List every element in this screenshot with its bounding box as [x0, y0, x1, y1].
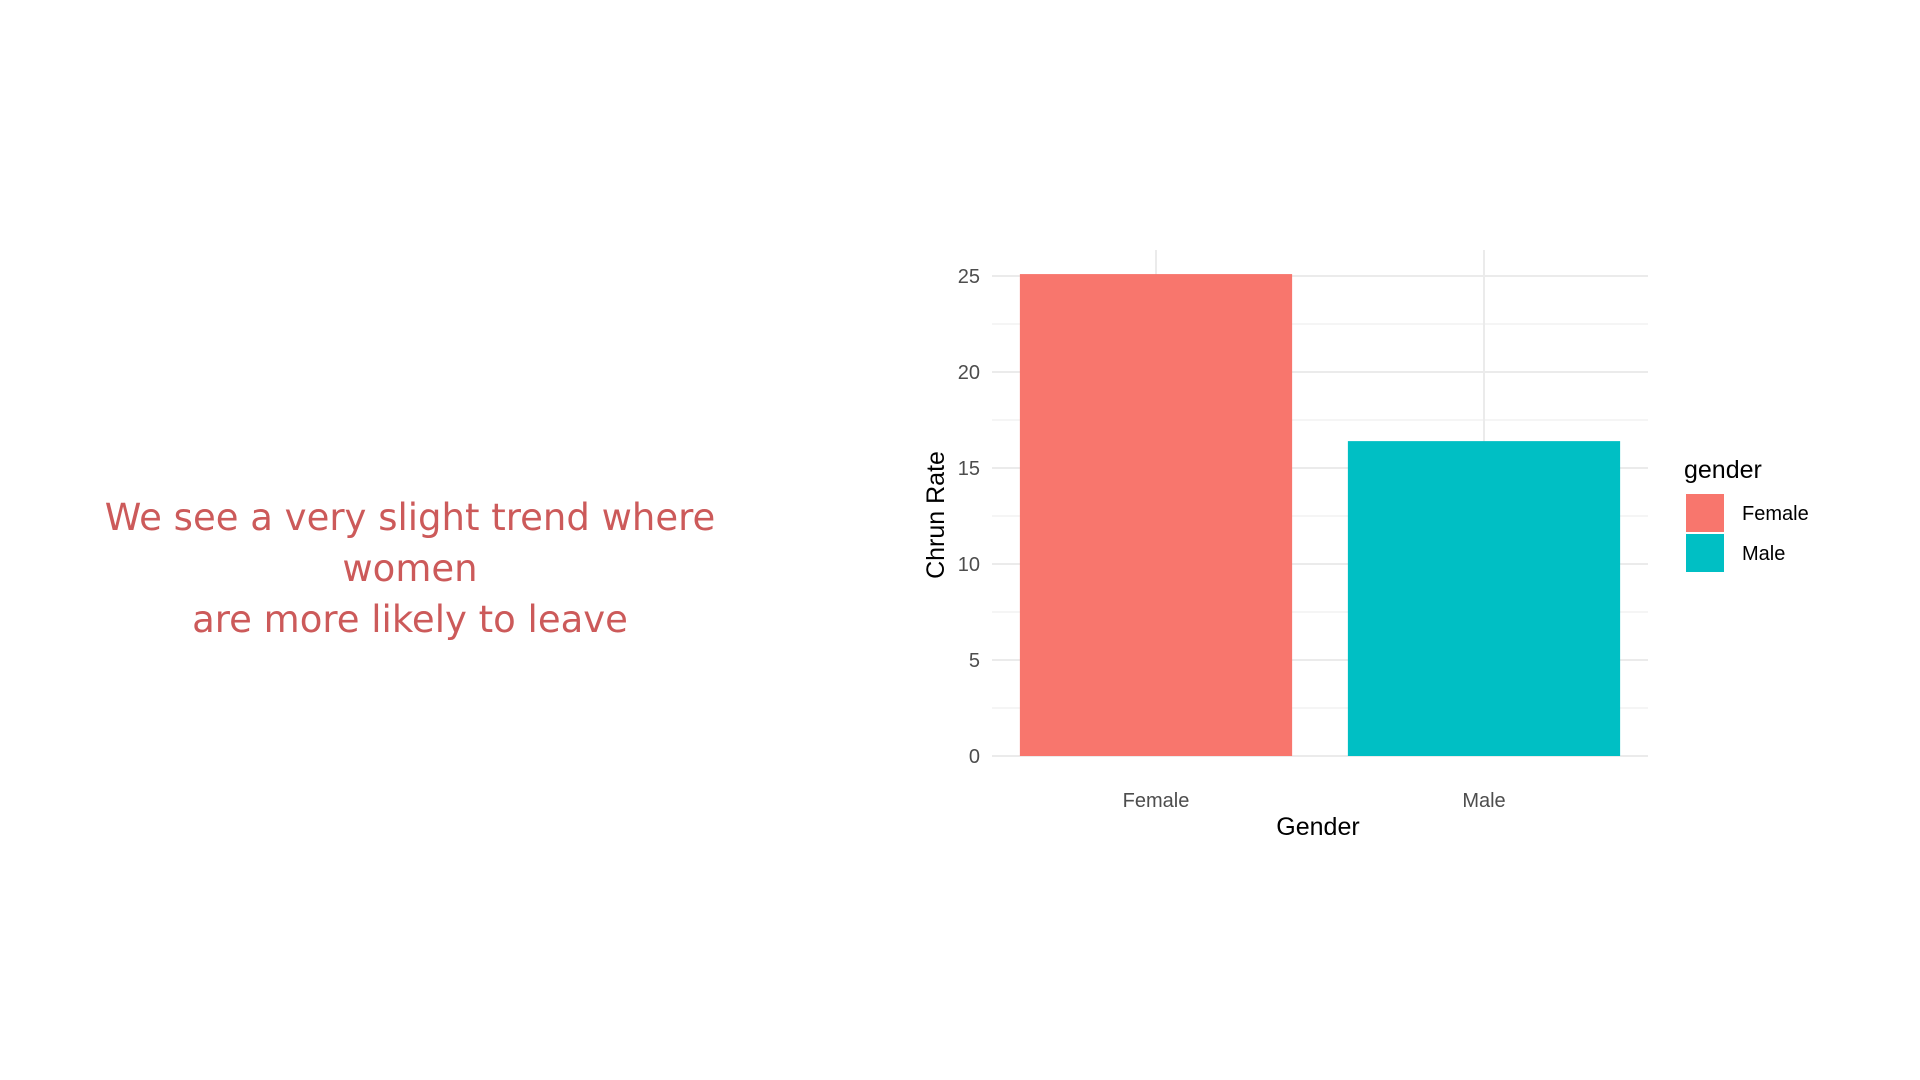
y-tick-label: 20 [958, 362, 980, 384]
x-tick-label: Male [1462, 790, 1505, 812]
legend-label-female: Female [1742, 503, 1809, 525]
x-axis-title: Gender [1276, 813, 1359, 841]
y-tick-label: 10 [958, 554, 980, 576]
bars [1019, 274, 1621, 756]
y-tick-label: 5 [969, 650, 980, 672]
y-tick-label: 0 [969, 746, 980, 768]
y-tick-label: 15 [958, 458, 980, 480]
caption-line-1: We see a very slight trend where women [104, 496, 716, 590]
caption-line-2: are more likely to leave [192, 598, 628, 641]
bar-male [1347, 441, 1621, 756]
legend-label-male: Male [1742, 543, 1785, 565]
slide-caption: We see a very slight trend where women a… [40, 492, 780, 645]
y-tick-label: 25 [958, 266, 980, 288]
y-axis-title: Chrun Rate [922, 451, 950, 579]
x-tick-label: Female [1123, 790, 1190, 812]
tick-labels: 0 5 10 15 20 25 Female Male [958, 266, 1506, 812]
legend-title: gender [1684, 456, 1762, 484]
legend: gender Female Male [1684, 456, 1809, 572]
bar-female [1019, 274, 1293, 756]
legend-swatch-female [1686, 494, 1724, 532]
legend-swatch-male [1686, 534, 1724, 572]
